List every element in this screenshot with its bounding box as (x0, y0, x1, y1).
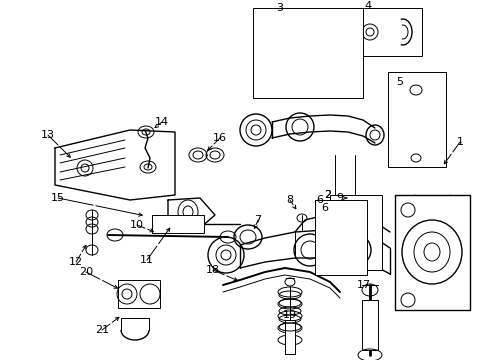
Bar (329, 195, 381, 270)
Bar (252, 8, 362, 98)
Bar (351, 8, 421, 56)
Bar (118, 280, 160, 308)
Text: 18: 18 (205, 265, 220, 275)
Text: 7: 7 (254, 215, 261, 225)
Text: 2: 2 (324, 190, 331, 200)
Text: 15: 15 (51, 193, 65, 203)
Text: 9: 9 (336, 193, 343, 203)
Text: 11: 11 (140, 255, 154, 265)
Bar (314, 200, 366, 275)
Text: 14: 14 (155, 117, 169, 127)
Text: 2: 2 (324, 190, 331, 200)
Text: 16: 16 (213, 133, 226, 143)
Bar (285, 320, 294, 354)
Text: 4: 4 (364, 1, 371, 11)
Bar (387, 72, 445, 167)
Bar (152, 215, 203, 233)
Text: 20: 20 (79, 267, 93, 277)
Text: 5: 5 (396, 77, 403, 87)
Text: 21: 21 (95, 325, 109, 335)
Text: 1: 1 (456, 137, 463, 147)
Text: 12: 12 (69, 257, 83, 267)
Text: 17: 17 (356, 280, 370, 290)
Text: 3: 3 (276, 3, 283, 13)
Bar (361, 300, 377, 350)
Bar (394, 195, 469, 310)
Text: 8: 8 (286, 195, 293, 205)
Text: 6: 6 (316, 195, 323, 205)
Text: 13: 13 (41, 130, 55, 140)
Text: 10: 10 (130, 220, 143, 230)
Text: 19: 19 (283, 310, 296, 320)
Text: 6: 6 (321, 203, 328, 213)
